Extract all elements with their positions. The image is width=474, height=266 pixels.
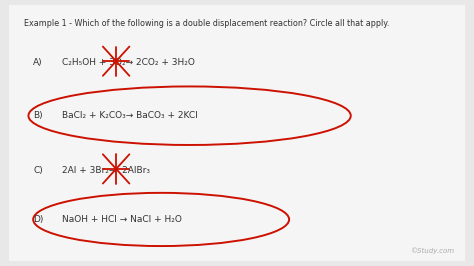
Text: BaCl₂ + K₂CO₃→ BaCO₃ + 2KCl: BaCl₂ + K₂CO₃→ BaCO₃ + 2KCl — [62, 111, 197, 120]
Text: NaOH + HCl → NaCl + H₂O: NaOH + HCl → NaCl + H₂O — [62, 215, 182, 224]
Text: Example 1 - Which of the following is a double displacement reaction? Circle all: Example 1 - Which of the following is a … — [24, 19, 389, 28]
Text: C₂H₅OH + 3O₂→ 2CO₂ + 3H₂O: C₂H₅OH + 3O₂→ 2CO₂ + 3H₂O — [62, 58, 194, 67]
Text: B): B) — [33, 111, 43, 120]
Text: D): D) — [33, 215, 44, 224]
Text: ©Study.com: ©Study.com — [410, 247, 454, 254]
Text: C): C) — [33, 166, 43, 175]
Text: 2Al + 3Br₂→  2AlBr₃: 2Al + 3Br₂→ 2AlBr₃ — [62, 166, 150, 175]
Text: A): A) — [33, 58, 43, 67]
FancyBboxPatch shape — [9, 5, 465, 261]
